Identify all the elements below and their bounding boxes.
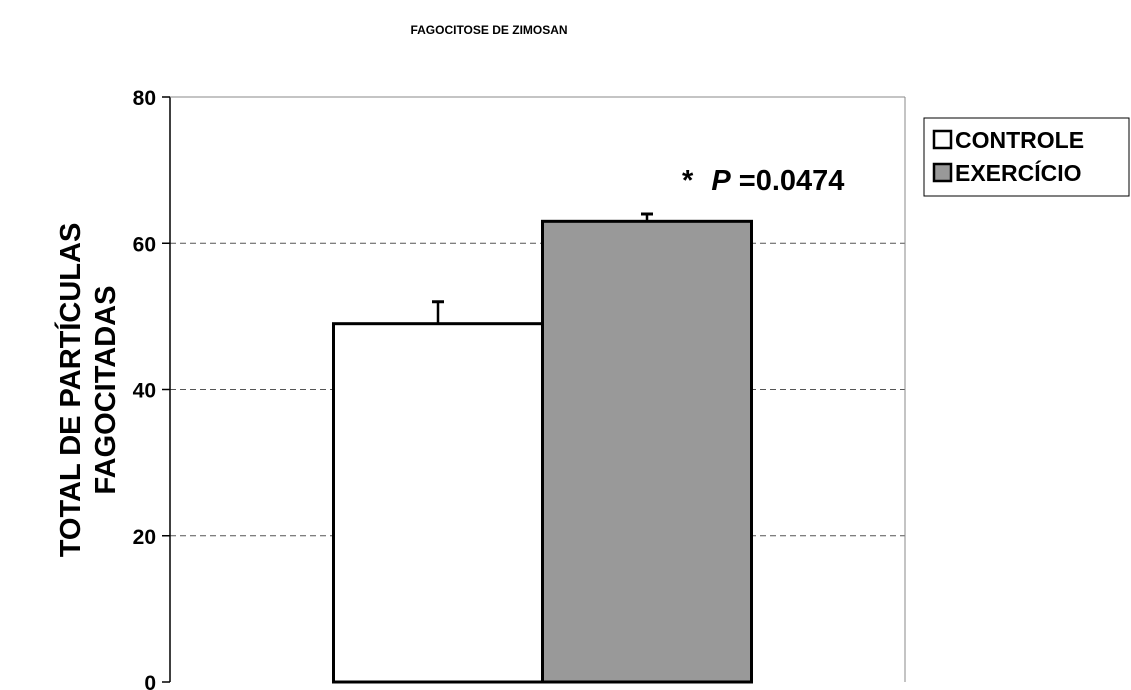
legend-frame [923, 117, 1130, 197]
bars [332, 212, 753, 684]
significance-star: * [682, 165, 694, 197]
legend-label-exercicio: EXERCÍCIO [955, 159, 1082, 186]
p-value: =0.0474 [739, 165, 845, 197]
legend-swatch-exercicio [932, 162, 953, 183]
y-axis-ticks: 0 20 40 60 80 [133, 87, 170, 690]
legend-swatch-controle [932, 129, 953, 150]
p-label: P [711, 165, 731, 197]
y-tick-label: 60 [133, 233, 156, 256]
y-tick-label: 0 [144, 672, 156, 690]
y-axis-label-line-2: FAGOCITADAS [90, 286, 122, 495]
y-axis-label-line-1: TOTAL DE PARTÍCULAS [53, 223, 87, 558]
y-tick-label: 20 [133, 526, 156, 549]
legend: CONTROLE EXERCÍCIO [923, 117, 1130, 197]
bar-exercicio [541, 219, 753, 684]
bar-controle [332, 322, 544, 684]
p-value-annotation: * P =0.0474 [682, 165, 844, 197]
legend-label-controle: CONTROLE [955, 127, 1084, 153]
y-tick-label: 40 [133, 380, 156, 403]
svg-text:* P =0.0474: * P =0.0474 [682, 165, 844, 197]
gridlines [170, 242, 905, 537]
y-tick-label: 80 [133, 87, 156, 110]
chart-title: FAGOCITOSE DE ZIMOSAN [410, 23, 567, 37]
